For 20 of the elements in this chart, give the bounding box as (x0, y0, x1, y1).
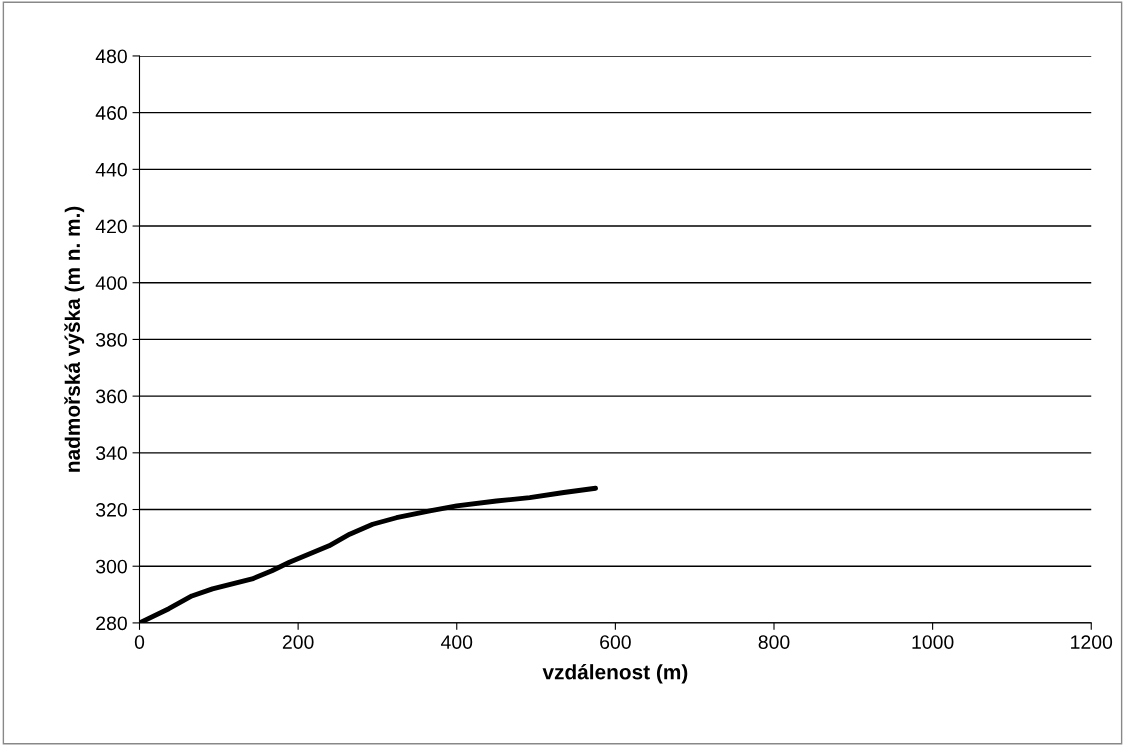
y-tick-label: 360 (96, 389, 127, 404)
x-tick-label: 1200 (1071, 635, 1113, 649)
x-tick-label: 600 (600, 635, 631, 649)
y-tick-label: 400 (95, 276, 127, 290)
y-axis-title: nadmořská výška (m n. m.) (64, 206, 85, 472)
y-tick-label: 440 (95, 162, 127, 177)
y-tick-label: 480 (95, 49, 127, 64)
y-tick-label: 340 (96, 446, 127, 461)
x-tick-label: 800 (758, 635, 790, 649)
y-tick-label: 420 (95, 219, 127, 234)
x-axis-title: vzdálenost (m) (542, 663, 688, 684)
y-tick-label: 460 (95, 106, 127, 120)
y-tick-label: 300 (96, 559, 127, 574)
y-tick-label: 280 (96, 616, 127, 631)
y-tick-label: 320 (96, 502, 127, 517)
x-tick-label: 200 (282, 635, 314, 649)
y-tick-label: 380 (96, 332, 127, 347)
x-tick-label: 1000 (912, 635, 954, 649)
x-tick-label: 0 (134, 635, 145, 649)
x-tick-label: 400 (440, 635, 473, 649)
